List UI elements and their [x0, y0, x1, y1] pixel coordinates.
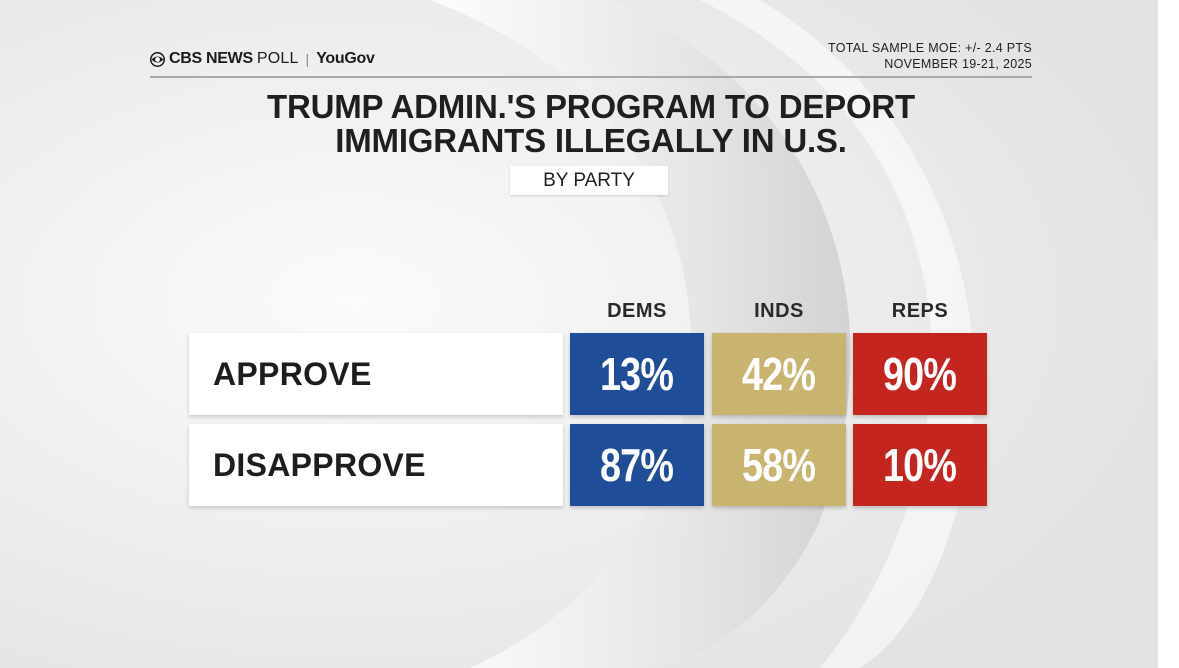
value-label: 10%	[883, 439, 957, 491]
row-label-disapprove: DISAPPROVE	[189, 424, 563, 506]
brand-secondary: POLL	[256, 50, 299, 67]
value-label: 87%	[600, 439, 674, 491]
poll-dates: NOVEMBER 19-21, 2025	[884, 57, 1032, 71]
header-divider	[150, 76, 1032, 78]
value-cell-disapprove-inds: 58%	[712, 424, 846, 506]
value-cell-disapprove-dems: 87%	[570, 424, 704, 506]
value-label: 13%	[600, 348, 674, 400]
header-row: CBS NEWS POLL | YouGov TOTAL SAMPLE MOE:…	[150, 41, 1032, 72]
row-label-approve: APPROVE	[189, 333, 563, 415]
value-label: 42%	[742, 348, 816, 400]
sample-info: TOTAL SAMPLE MOE: +/- 2.4 PTS NOVEMBER 1…	[828, 40, 1032, 72]
row-label-text: DISAPPROVE	[213, 447, 426, 483]
brand-logo: CBS NEWS POLL | YouGov	[150, 50, 375, 68]
value-cell-approve-dems: 13%	[570, 333, 704, 415]
brand-primary: CBS NEWS	[169, 50, 253, 67]
value-label: 90%	[883, 348, 957, 400]
chart-subtitle: BY PARTY	[510, 166, 668, 195]
column-header-dems: DEMS	[607, 300, 667, 322]
value-label: 58%	[742, 439, 816, 491]
value-cell-disapprove-reps: 10%	[853, 424, 987, 506]
column-header-inds: INDS	[754, 300, 804, 322]
cbs-eye-icon	[150, 51, 165, 67]
value-cell-approve-inds: 42%	[712, 333, 846, 415]
value-cell-approve-reps: 90%	[853, 333, 987, 415]
moe-text: TOTAL SAMPLE MOE: +/- 2.4 PTS	[827, 41, 1032, 55]
row-label-text: APPROVE	[213, 356, 372, 392]
title-line-2: IMMIGRANTS ILLEGALLY IN U.S.	[335, 122, 847, 159]
brand-separator: |	[305, 51, 310, 67]
brand-partner: YouGov	[316, 50, 375, 67]
chart-title: TRUMP ADMIN.'S PROGRAM TO DEPORT IMMIGRA…	[150, 90, 1032, 158]
column-header-reps: REPS	[891, 300, 949, 322]
title-line-1: TRUMP ADMIN.'S PROGRAM TO DEPORT	[266, 88, 916, 125]
